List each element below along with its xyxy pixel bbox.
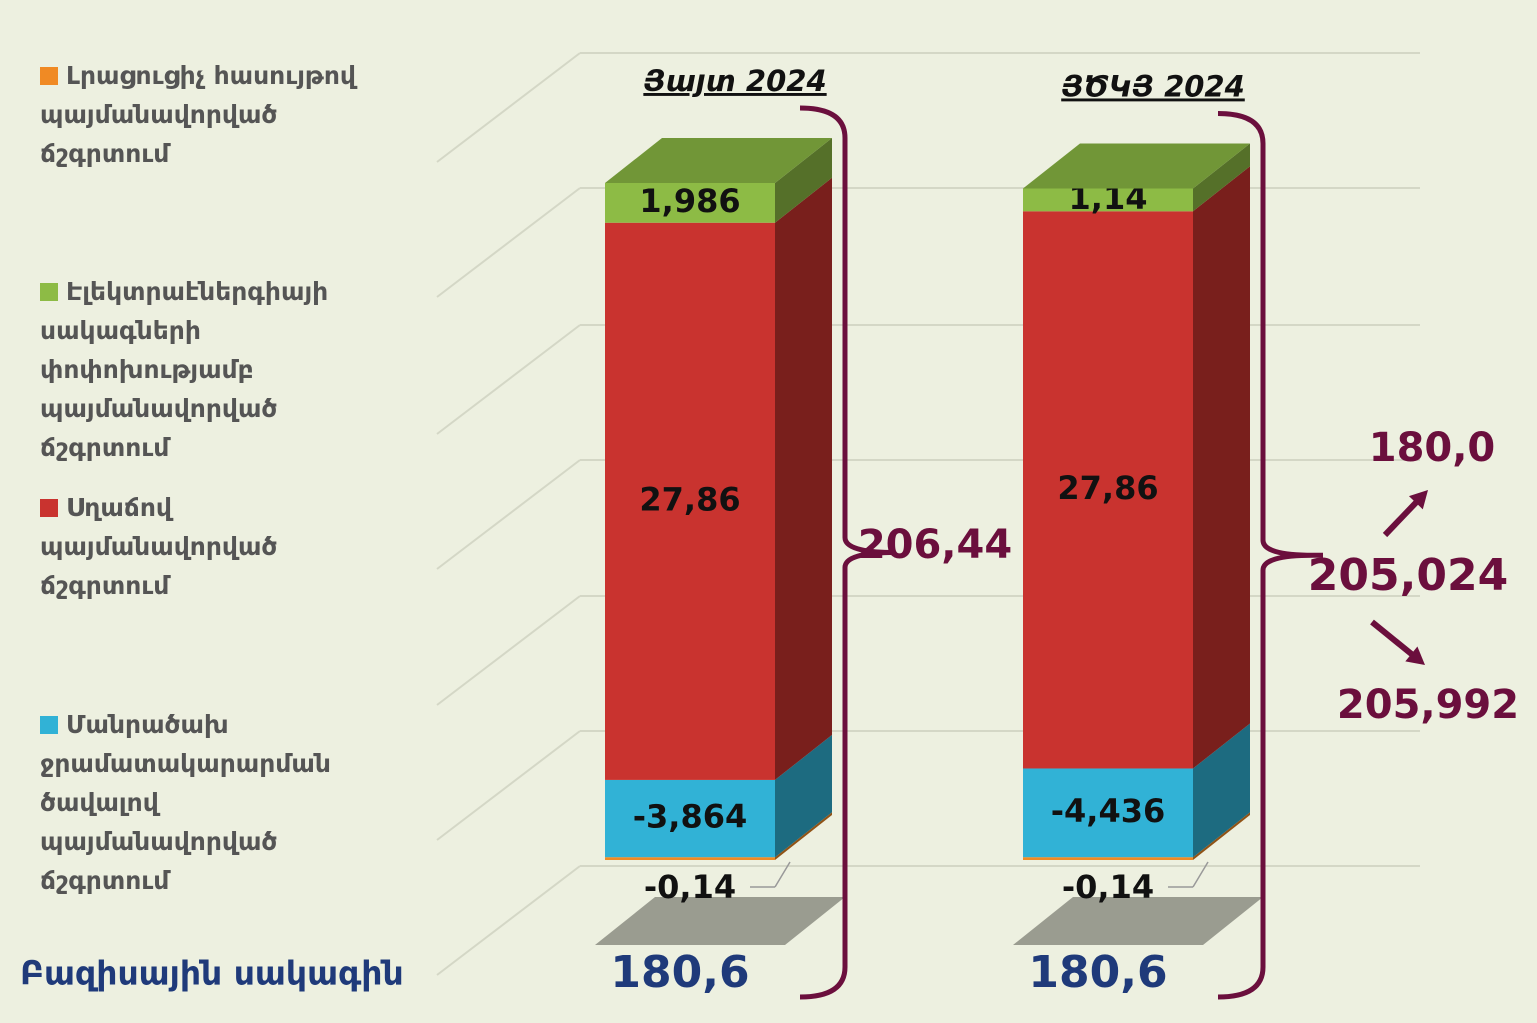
bar-side — [775, 138, 832, 223]
bar-segment — [1023, 188, 1193, 212]
base-label: Բազիսային սակագին — [20, 954, 404, 993]
data-label: 27,86 — [639, 480, 740, 518]
leader-line — [1192, 861, 1209, 888]
base-value: 180,6 — [610, 947, 749, 998]
legend-swatch — [40, 499, 58, 517]
background-grid — [436, 52, 1420, 976]
data-label: 1,986 — [639, 182, 740, 220]
data-label: -0,14 — [1062, 868, 1154, 906]
total-label: 205,024 — [1308, 550, 1508, 601]
total-brace — [799, 105, 896, 1000]
bar-side — [1193, 723, 1250, 858]
bar-side — [775, 734, 832, 858]
bar-segment — [1023, 768, 1193, 858]
bar-top — [1023, 143, 1250, 189]
legend-entry: Լրացուցիչ հասույթով պայմանավորված ճշգրտո… — [40, 56, 400, 173]
bar-side — [1193, 812, 1250, 860]
data-label: 27,86 — [1057, 469, 1158, 507]
bar-segment — [605, 183, 775, 223]
legend-label: Սղաճով պայմանավորված ճշգրտում — [40, 493, 278, 600]
arrow-head — [1405, 646, 1425, 665]
data-label: -3,864 — [633, 798, 748, 836]
base-value: 180,6 — [1028, 947, 1167, 998]
category-label: Յայտ 2024 — [643, 64, 826, 98]
legend-swatch — [40, 67, 58, 85]
category-label: ՅԾԿՅ 2024 — [1061, 69, 1245, 103]
leader-line — [774, 861, 791, 888]
data-label: -0,14 — [644, 868, 736, 906]
bar-side — [775, 812, 832, 860]
data-label: -4,436 — [1051, 792, 1166, 830]
total-label: 206,44 — [858, 522, 1012, 568]
legend-swatch — [40, 716, 58, 734]
base-floor — [1013, 897, 1263, 945]
legend-label: Էլեկտրաէներգիայի սակագների փոփոխությամբ … — [40, 277, 329, 462]
legend-label: Մանրածախ ջրամատակարարման ծավալով պայմանա… — [40, 710, 331, 895]
legend-entry: Սղաճով պայմանավորված ճշգրտում — [40, 488, 400, 605]
legend-swatch — [40, 283, 58, 301]
legend-entry: Մանրածախ ջրամատակարարման ծավալով պայմանա… — [40, 705, 400, 900]
annotation-arrow — [1370, 619, 1421, 663]
bar-segment — [605, 857, 775, 860]
legend-entry: Էլեկտրաէներգիայի սակագների փոփոխությամբ … — [40, 272, 400, 467]
bar-segment — [605, 222, 775, 780]
bar-side — [1193, 143, 1250, 212]
base-floor — [595, 897, 845, 945]
arrow-head — [1408, 490, 1428, 510]
legend-label: Լրացուցիչ հասույթով պայմանավորված ճշգրտո… — [40, 61, 356, 168]
bar-top — [605, 138, 832, 183]
bar-side — [775, 177, 832, 780]
annotation-label: 180,0 — [1369, 425, 1496, 471]
bar-segment — [605, 779, 775, 858]
bar-side — [1193, 166, 1250, 769]
annotation-label: 205,992 — [1337, 682, 1519, 728]
bar-segment — [1023, 857, 1193, 860]
bar-segment — [1023, 211, 1193, 769]
